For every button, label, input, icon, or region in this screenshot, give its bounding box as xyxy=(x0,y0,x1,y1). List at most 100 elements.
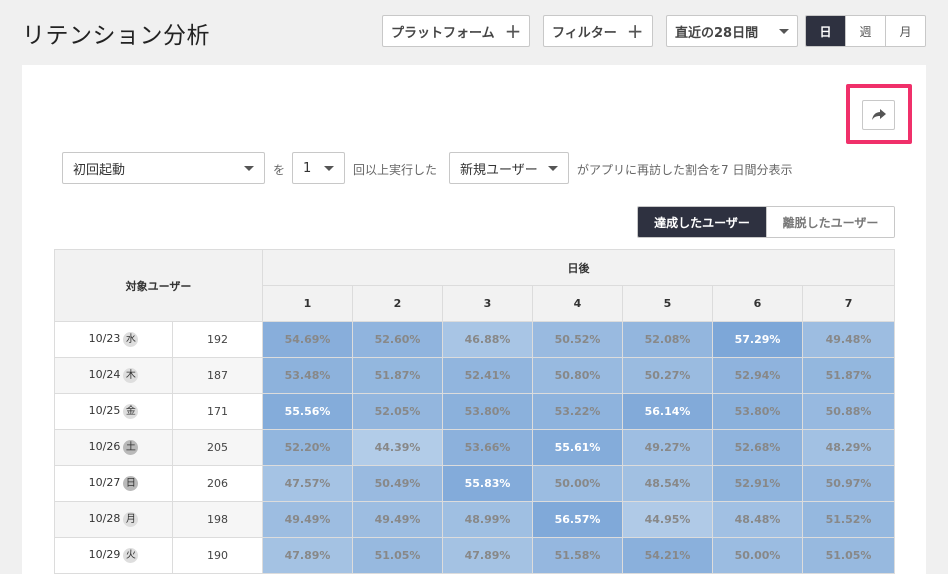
tab-month[interactable]: 月 xyxy=(885,16,925,46)
retention-cell[interactable]: 47.57% xyxy=(262,465,353,502)
achieved-users-button[interactable]: 達成したユーザー xyxy=(638,207,766,237)
retention-cell[interactable]: 52.94% xyxy=(712,357,803,394)
retention-cell[interactable]: 51.05% xyxy=(801,537,896,574)
retention-cell[interactable]: 49.48% xyxy=(801,321,896,358)
retention-cell[interactable]: 53.80% xyxy=(442,393,533,430)
retention-cell[interactable]: 44.39% xyxy=(352,429,443,466)
retention-cell[interactable]: 50.49% xyxy=(352,465,443,502)
share-button[interactable] xyxy=(862,100,895,130)
retention-cell[interactable]: 48.29% xyxy=(801,429,896,466)
retention-cell[interactable]: 52.68% xyxy=(712,429,803,466)
cohort-count: 198 xyxy=(172,501,263,538)
retention-cell[interactable]: 56.57% xyxy=(532,501,623,538)
cohort-date: 10/28 月 xyxy=(54,501,173,538)
date-label: 10/29 xyxy=(88,548,121,561)
plus-icon: + xyxy=(626,19,644,43)
retention-cell[interactable]: 54.21% xyxy=(622,537,713,574)
retention-cell[interactable]: 50.27% xyxy=(622,357,713,394)
retention-cell[interactable]: 48.99% xyxy=(442,501,533,538)
chevron-down-icon xyxy=(244,165,254,171)
count-select-value: 1 xyxy=(303,160,312,176)
retention-cell[interactable]: 51.05% xyxy=(352,537,443,574)
table-row: 10/23 水 192 54.69% 52.60% 46.88% 50.52% 52.08% 5… xyxy=(54,321,896,358)
retention-cell[interactable]: 50.88% xyxy=(801,393,896,430)
retention-cell[interactable]: 49.27% xyxy=(622,429,713,466)
retention-cell[interactable]: 51.87% xyxy=(801,357,896,394)
retention-cell[interactable]: 55.61% xyxy=(532,429,623,466)
retention-cell[interactable]: 47.89% xyxy=(262,537,353,574)
tab-week[interactable]: 週 xyxy=(845,16,885,46)
cohort-date: 10/27 日 xyxy=(54,465,173,502)
retention-cell[interactable]: 53.48% xyxy=(262,357,353,394)
retention-cell[interactable]: 53.22% xyxy=(532,393,623,430)
retention-cell[interactable]: 52.08% xyxy=(622,321,713,358)
cohort-date: 10/25 金 xyxy=(54,393,173,430)
retention-cell[interactable]: 50.00% xyxy=(712,537,803,574)
retention-cell[interactable]: 50.52% xyxy=(532,321,623,358)
retention-cell[interactable]: 46.88% xyxy=(442,321,533,358)
cohort-count: 192 xyxy=(172,321,263,358)
count-select[interactable]: 1 xyxy=(292,152,345,184)
retention-cell[interactable]: 54.69% xyxy=(262,321,353,358)
retention-cell[interactable]: 52.20% xyxy=(262,429,353,466)
cohort-count: 205 xyxy=(172,429,263,466)
platform-button[interactable]: プラットフォーム + xyxy=(382,15,531,47)
table-row: 10/29 火 190 47.89% 51.05% 47.89% 51.58% 54.21% 5… xyxy=(54,537,896,574)
retention-cell[interactable]: 51.87% xyxy=(352,357,443,394)
cohort-count: 190 xyxy=(172,537,263,574)
tab-day[interactable]: 日 xyxy=(806,16,845,46)
table-row: 10/26 土 205 52.20% 44.39% 53.66% 55.61% 49.27% 5… xyxy=(54,429,896,466)
day-column-header: 3 xyxy=(442,285,533,322)
retention-cell[interactable]: 56.14% xyxy=(622,393,713,430)
retention-cell[interactable]: 55.56% xyxy=(262,393,353,430)
retention-cell[interactable]: 52.41% xyxy=(442,357,533,394)
cohort-date: 10/24 木 xyxy=(54,357,173,394)
platform-label: プラットフォーム xyxy=(391,25,495,41)
date-label: 10/26 xyxy=(88,440,121,453)
retention-cell[interactable]: 48.48% xyxy=(712,501,803,538)
weekday-badge: 木 xyxy=(123,368,139,383)
table-row: 10/25 金 171 55.56% 52.05% 53.80% 53.22% 56.14% 5… xyxy=(54,393,896,430)
period-toggle: 日 週 月 xyxy=(805,15,926,47)
retention-cell[interactable]: 51.52% xyxy=(801,501,896,538)
cohort-date: 10/23 水 xyxy=(54,321,173,358)
retention-cell[interactable]: 50.80% xyxy=(532,357,623,394)
retention-cell[interactable]: 49.49% xyxy=(262,501,353,538)
retention-cell[interactable]: 51.58% xyxy=(532,537,623,574)
user-type-select[interactable]: 新規ユーザー xyxy=(449,152,569,184)
retention-cell[interactable]: 50.00% xyxy=(532,465,623,502)
retention-cell[interactable]: 53.80% xyxy=(712,393,803,430)
retention-cell[interactable]: 55.83% xyxy=(442,465,533,502)
cohort-date: 10/29 火 xyxy=(54,537,173,574)
share-highlight xyxy=(846,84,912,144)
date-label: 10/28 xyxy=(88,512,121,525)
day-column-header: 7 xyxy=(801,285,896,322)
table-row: 10/27 日 206 47.57% 50.49% 55.83% 50.00% 48.54% 5… xyxy=(54,465,896,502)
weekday-badge: 土 xyxy=(123,440,139,455)
date-range-select[interactable]: 直近の28日間 xyxy=(666,15,798,47)
retention-cell[interactable]: 52.05% xyxy=(352,393,443,430)
retention-cell[interactable]: 57.29% xyxy=(712,321,803,358)
retention-cell[interactable]: 49.49% xyxy=(352,501,443,538)
day-column-header: 4 xyxy=(532,285,623,322)
filter-button[interactable]: フィルター + xyxy=(543,15,653,47)
table-row: 10/24 木 187 53.48% 51.87% 52.41% 50.80% 50.27% 5… xyxy=(54,357,896,394)
date-label: 10/27 xyxy=(88,476,121,489)
cohort-date: 10/26 土 xyxy=(54,429,173,466)
retention-cell[interactable]: 53.66% xyxy=(442,429,533,466)
cohort-count: 206 xyxy=(172,465,263,502)
plus-icon: + xyxy=(504,19,522,43)
event-select[interactable]: 初回起動 xyxy=(62,152,265,184)
date-label: 10/24 xyxy=(88,368,121,381)
churned-users-button[interactable]: 離脱したユーザー xyxy=(766,207,894,237)
retention-cell[interactable]: 52.91% xyxy=(712,465,803,502)
retention-cell[interactable]: 47.89% xyxy=(442,537,533,574)
cohort-count: 171 xyxy=(172,393,263,430)
retention-cell[interactable]: 44.95% xyxy=(622,501,713,538)
weekday-badge: 水 xyxy=(123,332,139,347)
date-range-label: 直近の28日間 xyxy=(675,25,759,41)
retention-cell[interactable]: 48.54% xyxy=(622,465,713,502)
retention-cell[interactable]: 50.97% xyxy=(801,465,896,502)
retention-cell[interactable]: 52.60% xyxy=(352,321,443,358)
